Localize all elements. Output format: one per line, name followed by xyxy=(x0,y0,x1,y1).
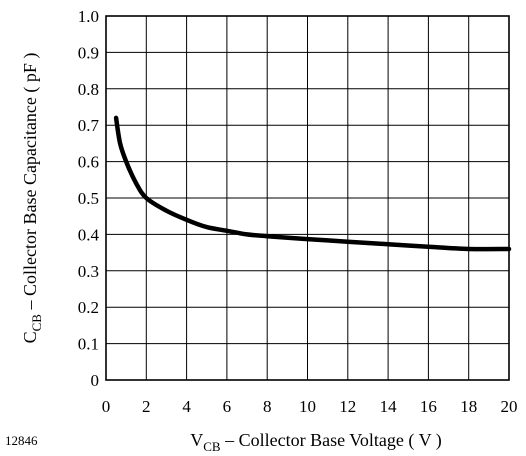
y-tick-label: 0.2 xyxy=(78,298,99,317)
x-tick-label: 6 xyxy=(223,397,232,416)
y-tick-label: 0.5 xyxy=(78,189,99,208)
y-label-subscript: CB xyxy=(29,314,44,332)
x-tick-label: 0 xyxy=(102,397,111,416)
y-tick-label: 1.0 xyxy=(78,7,99,26)
x-tick-label: 12 xyxy=(339,397,356,416)
x-axis-label: VCB – Collector Base Voltage ( V ) xyxy=(190,430,442,454)
y-label-rest: – Collector Base Capacitance ( pF ) xyxy=(20,53,41,314)
y-tick-label: 0.7 xyxy=(78,116,100,135)
x-tick-label: 2 xyxy=(142,397,151,416)
x-tick-label: 10 xyxy=(299,397,316,416)
x-tick-label: 14 xyxy=(380,397,398,416)
y-axis-label: CCB – Collector Base Capacitance ( pF ) xyxy=(20,53,44,344)
x-tick-label: 18 xyxy=(460,397,477,416)
x-tick-label: 16 xyxy=(420,397,437,416)
y-tick-labels: 0 0.1 0.2 0.3 0.4 0.5 0.6 0.7 0.8 0.9 1.0 xyxy=(78,7,100,390)
y-tick-label: 0.1 xyxy=(78,335,99,354)
y-tick-label: 0 xyxy=(91,371,100,390)
x-tick-label: 8 xyxy=(263,397,272,416)
y-label-main: C xyxy=(20,331,40,343)
y-tick-label: 0.6 xyxy=(78,153,99,172)
plot-frame xyxy=(105,15,510,381)
y-tick-label: 0.8 xyxy=(78,80,99,99)
y-tick-label: 0.3 xyxy=(78,262,99,281)
x-tick-label: 20 xyxy=(501,397,518,416)
y-tick-label: 0.4 xyxy=(78,225,100,244)
figure-id: 12846 xyxy=(5,433,38,448)
x-label-main: V xyxy=(190,430,203,450)
y-tick-label: 0.9 xyxy=(78,43,99,62)
x-label-subscript: CB xyxy=(203,439,221,454)
x-tick-labels: 0 2 4 6 8 10 12 14 16 18 20 xyxy=(102,397,518,416)
capacitance-curve xyxy=(113,115,512,252)
x-tick-label: 4 xyxy=(182,397,191,416)
series-group xyxy=(113,115,512,252)
x-label-rest: – Collector Base Voltage ( V ) xyxy=(221,430,442,451)
